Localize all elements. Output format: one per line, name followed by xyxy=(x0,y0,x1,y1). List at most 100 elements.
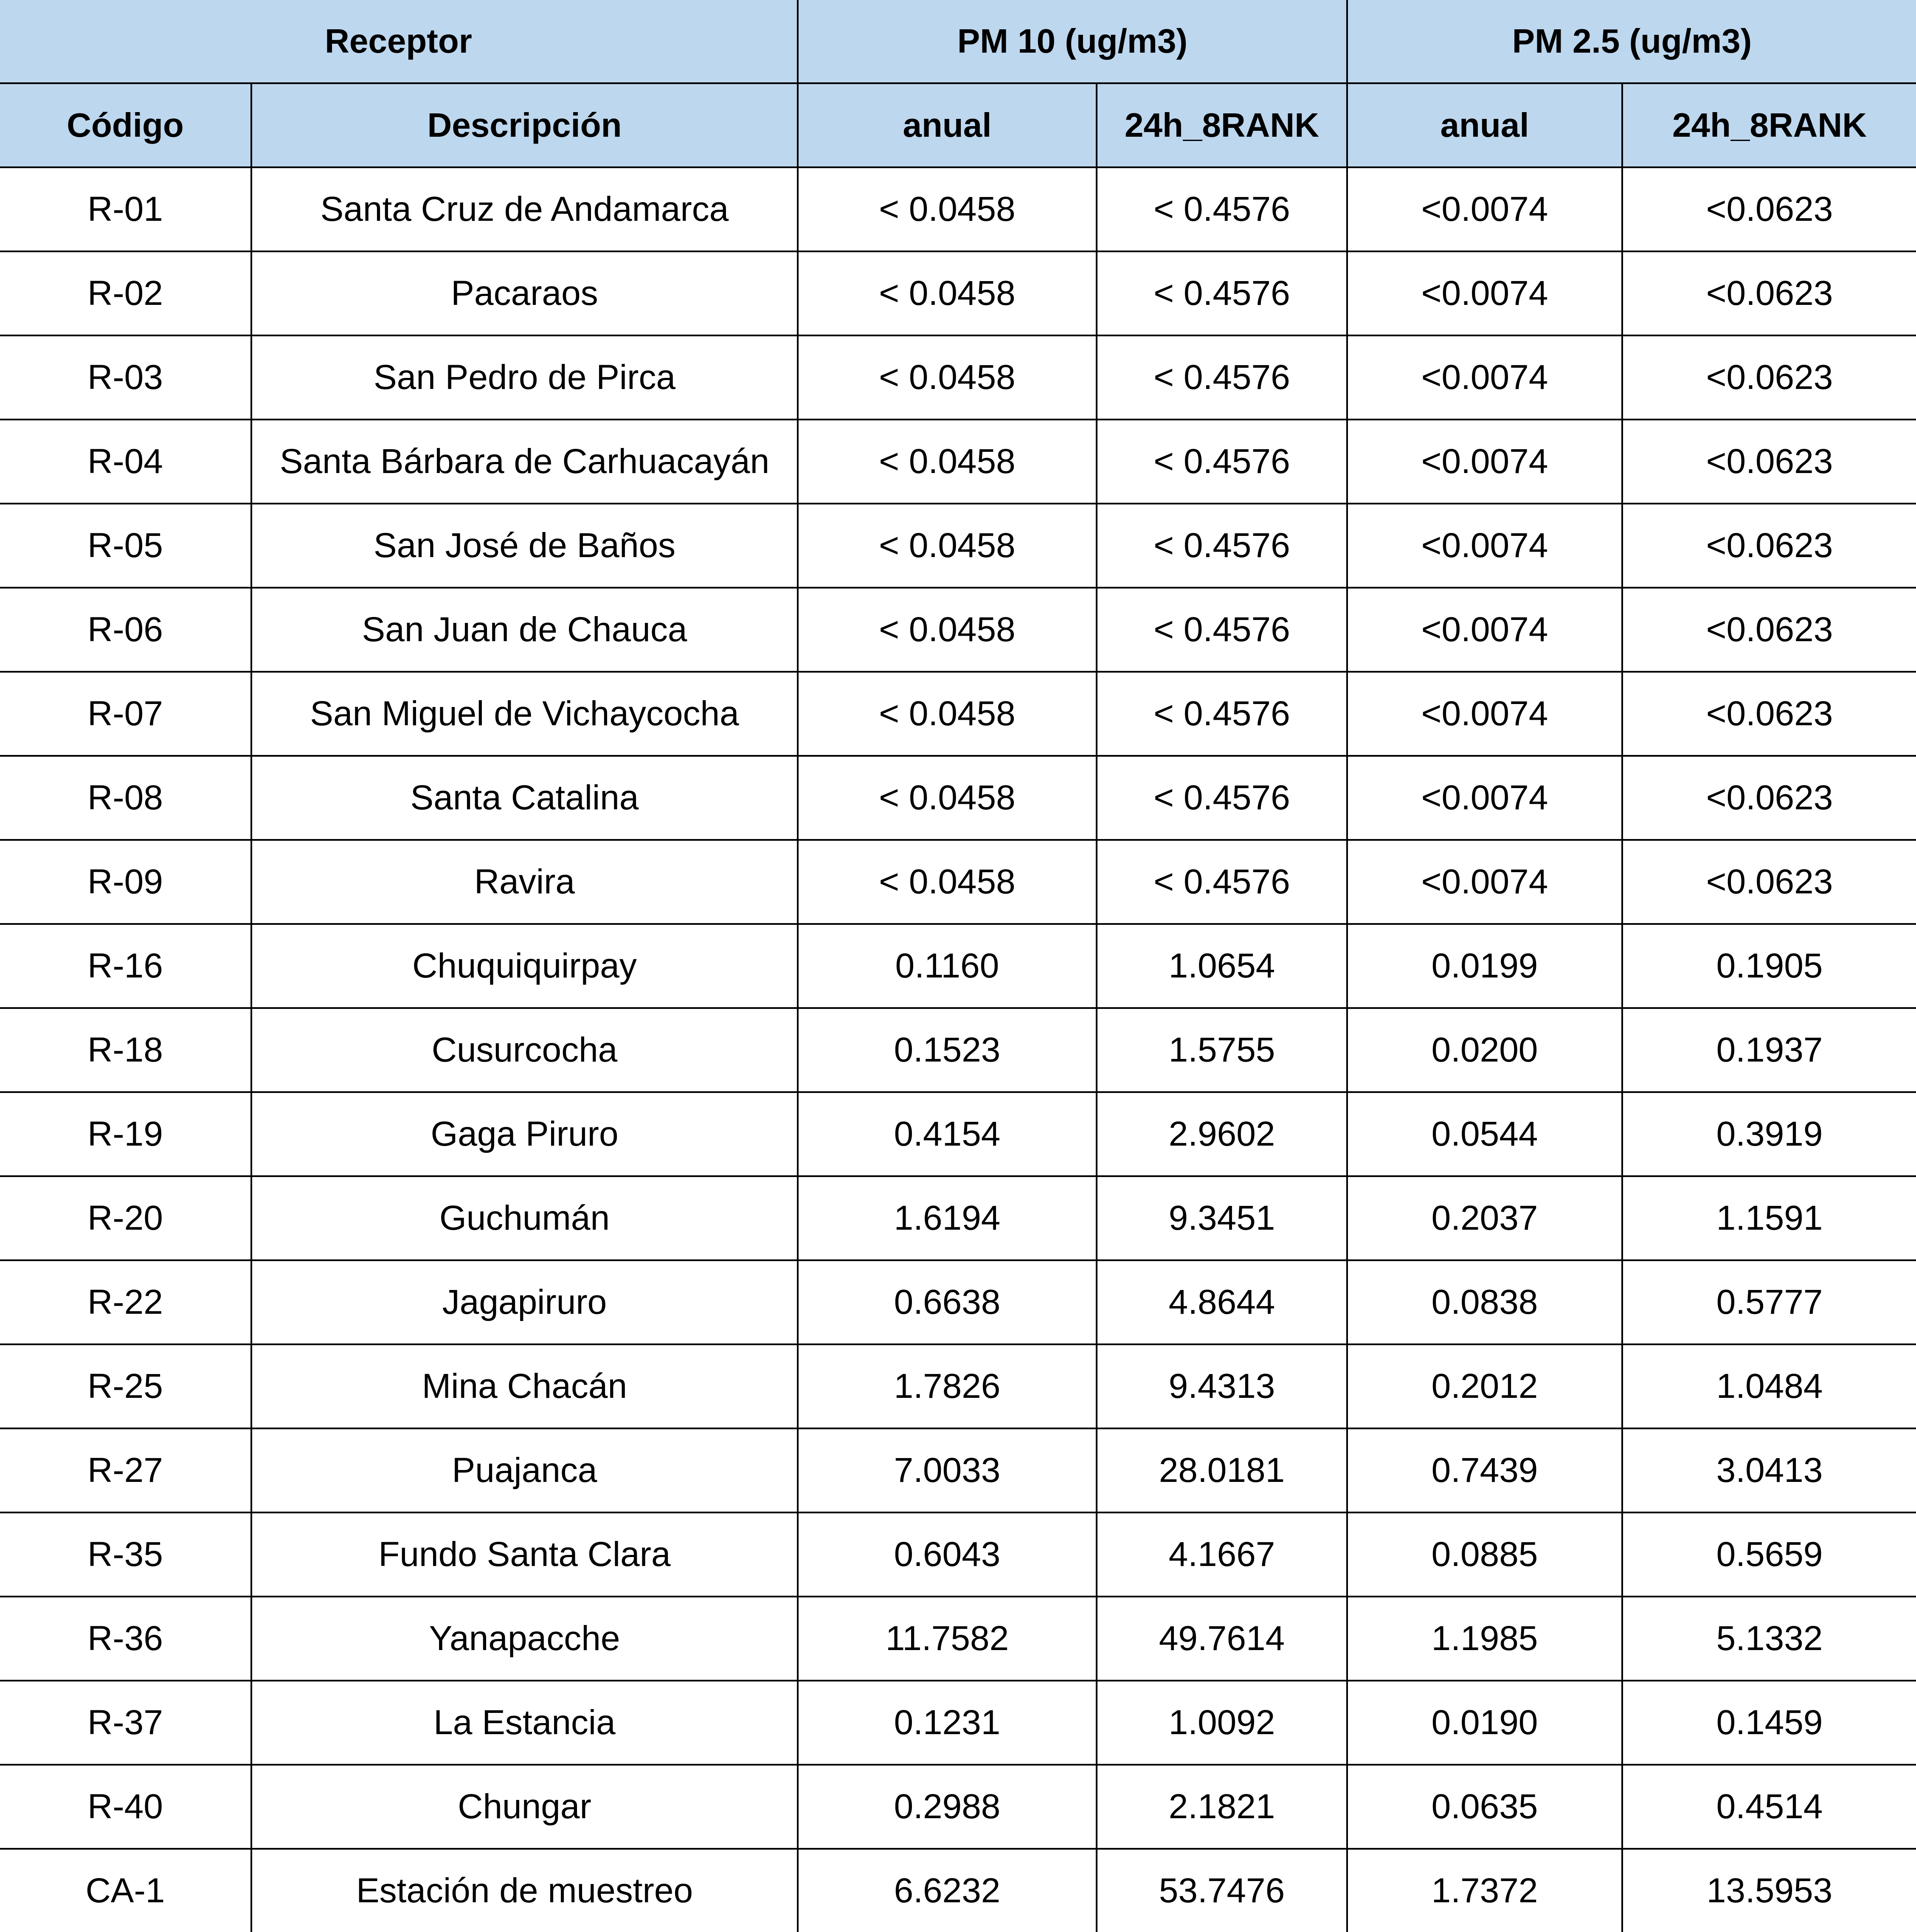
cell-pm10-24h: 9.3451 xyxy=(1096,1175,1348,1261)
cell-descripcion: Santa Bárbara de Carhuacayán xyxy=(250,419,799,504)
header-pm10-anual: anual xyxy=(797,82,1098,168)
table-row: R-27 Puajanca 7.0033 28.0181 0.7439 3.0413 xyxy=(0,1428,1916,1513)
cell-codigo: R-16 xyxy=(0,923,252,1009)
cell-pm25-24h: <0.0623 xyxy=(1621,251,1916,336)
cell-codigo: R-22 xyxy=(0,1259,252,1345)
cell-pm10-24h: < 0.4576 xyxy=(1096,419,1348,504)
cell-pm25-anual: 0.2037 xyxy=(1346,1175,1623,1261)
cell-descripcion: Ravira xyxy=(250,839,799,925)
cell-pm25-anual: 1.7372 xyxy=(1346,1848,1623,1932)
cell-pm10-24h: 28.0181 xyxy=(1096,1428,1348,1513)
cell-codigo: R-37 xyxy=(0,1680,252,1766)
cell-codigo: R-07 xyxy=(0,671,252,757)
cell-pm25-24h: 13.5953 xyxy=(1621,1848,1916,1932)
cell-pm25-anual: 0.0838 xyxy=(1346,1259,1623,1345)
cell-codigo: R-19 xyxy=(0,1091,252,1177)
cell-pm25-anual: 0.7439 xyxy=(1346,1428,1623,1513)
cell-codigo: R-25 xyxy=(0,1343,252,1429)
cell-codigo: CA-1 xyxy=(0,1848,252,1932)
cell-pm25-24h: 1.1591 xyxy=(1621,1175,1916,1261)
cell-codigo: R-36 xyxy=(0,1596,252,1681)
cell-pm25-anual: <0.0074 xyxy=(1346,503,1623,589)
cell-descripcion: Cusurcocha xyxy=(250,1007,799,1093)
cell-pm25-24h: 0.5659 xyxy=(1621,1512,1916,1597)
table-row: CA-1 Estación de muestreo 6.6232 53.7476 1.7… xyxy=(0,1848,1916,1932)
cell-pm25-anual: <0.0074 xyxy=(1346,166,1623,252)
header-column-row: Código Descripción anual 24h_8RANK anual… xyxy=(0,82,1916,168)
cell-pm10-anual: < 0.0458 xyxy=(797,251,1098,336)
cell-pm25-24h: <0.0623 xyxy=(1621,335,1916,420)
cell-pm25-24h: <0.0623 xyxy=(1621,755,1916,841)
cell-descripcion: Puajanca xyxy=(250,1428,799,1513)
header-codigo: Código xyxy=(0,82,252,168)
table-row: R-22 Jagapiruro 0.6638 4.8644 0.0838 0.5777 xyxy=(0,1259,1916,1345)
cell-pm25-anual: 0.2012 xyxy=(1346,1343,1623,1429)
cell-pm25-24h: 5.1332 xyxy=(1621,1596,1916,1681)
cell-pm25-anual: 1.1985 xyxy=(1346,1596,1623,1681)
cell-pm25-anual: <0.0074 xyxy=(1346,251,1623,336)
cell-pm10-24h: 2.1821 xyxy=(1096,1764,1348,1850)
cell-codigo: R-02 xyxy=(0,251,252,336)
cell-pm10-anual: 6.6232 xyxy=(797,1848,1098,1932)
cell-codigo: R-27 xyxy=(0,1428,252,1513)
cell-pm10-24h: 2.9602 xyxy=(1096,1091,1348,1177)
table-row: R-08 Santa Catalina < 0.0458 < 0.4576 <0.007… xyxy=(0,755,1916,841)
cell-pm10-anual: 0.1160 xyxy=(797,923,1098,1009)
table-row: R-04 Santa Bárbara de Carhuacayán < 0.0458… xyxy=(0,419,1916,504)
table-row: R-09 Ravira < 0.0458 < 0.4576 <0.0074 <0.0623 xyxy=(0,839,1916,925)
cell-descripcion: San Juan de Chauca xyxy=(250,587,799,673)
cell-pm10-24h: < 0.4576 xyxy=(1096,335,1348,420)
cell-pm10-24h: < 0.4576 xyxy=(1096,251,1348,336)
table-header: Receptor PM 10 (ug/m3) PM 2.5 (ug/m3) Có… xyxy=(0,0,1916,168)
header-pm25-24h: 24h_8RANK xyxy=(1621,82,1916,168)
cell-pm25-anual: <0.0074 xyxy=(1346,755,1623,841)
cell-pm10-24h: < 0.4576 xyxy=(1096,587,1348,673)
cell-pm10-anual: < 0.0458 xyxy=(797,419,1098,504)
cell-pm10-anual: 0.1523 xyxy=(797,1007,1098,1093)
table-row: R-05 San José de Baños < 0.0458 < 0.4576 <0.… xyxy=(0,503,1916,589)
cell-pm10-anual: 11.7582 xyxy=(797,1596,1098,1681)
cell-codigo: R-09 xyxy=(0,839,252,925)
cell-descripcion: Fundo Santa Clara xyxy=(250,1512,799,1597)
cell-codigo: R-40 xyxy=(0,1764,252,1850)
cell-pm10-anual: 0.2988 xyxy=(797,1764,1098,1850)
cell-pm25-24h: 0.4514 xyxy=(1621,1764,1916,1850)
cell-pm25-24h: 0.1937 xyxy=(1621,1007,1916,1093)
cell-pm10-24h: 9.4313 xyxy=(1096,1343,1348,1429)
header-descripcion: Descripción xyxy=(250,82,799,168)
header-group-receptor: Receptor xyxy=(0,0,799,84)
cell-pm10-24h: 4.8644 xyxy=(1096,1259,1348,1345)
cell-pm10-24h: 1.5755 xyxy=(1096,1007,1348,1093)
cell-pm25-anual: <0.0074 xyxy=(1346,839,1623,925)
cell-descripcion: San José de Baños xyxy=(250,503,799,589)
cell-pm10-anual: 0.6043 xyxy=(797,1512,1098,1597)
cell-descripcion: Mina Chacán xyxy=(250,1343,799,1429)
cell-pm25-anual: 0.0544 xyxy=(1346,1091,1623,1177)
cell-pm25-anual: <0.0074 xyxy=(1346,671,1623,757)
cell-codigo: R-01 xyxy=(0,166,252,252)
table-row: R-18 Cusurcocha 0.1523 1.5755 0.0200 0.1937 xyxy=(0,1007,1916,1093)
cell-pm10-24h: < 0.4576 xyxy=(1096,839,1348,925)
cell-pm25-24h: <0.0623 xyxy=(1621,166,1916,252)
cell-pm10-anual: < 0.0458 xyxy=(797,166,1098,252)
cell-descripcion: Yanapacche xyxy=(250,1596,799,1681)
header-group-pm10: PM 10 (ug/m3) xyxy=(797,0,1348,84)
cell-pm10-24h: 53.7476 xyxy=(1096,1848,1348,1932)
cell-pm10-24h: < 0.4576 xyxy=(1096,503,1348,589)
cell-descripcion: Chuquiquirpay xyxy=(250,923,799,1009)
header-pm25-anual: anual xyxy=(1346,82,1623,168)
cell-pm10-24h: 1.0654 xyxy=(1096,923,1348,1009)
cell-pm25-24h: 0.3919 xyxy=(1621,1091,1916,1177)
cell-pm25-anual: 0.0885 xyxy=(1346,1512,1623,1597)
cell-pm25-24h: <0.0623 xyxy=(1621,587,1916,673)
table-row: R-03 San Pedro de Pirca < 0.0458 < 0.4576 <0… xyxy=(0,335,1916,420)
cell-pm10-anual: < 0.0458 xyxy=(797,503,1098,589)
cell-descripcion: Chungar xyxy=(250,1764,799,1850)
cell-pm25-24h: 0.1459 xyxy=(1621,1680,1916,1766)
cell-pm25-anual: <0.0074 xyxy=(1346,419,1623,504)
table-row: R-25 Mina Chacán 1.7826 9.4313 0.2012 1.0484 xyxy=(0,1343,1916,1429)
cell-pm10-anual: < 0.0458 xyxy=(797,755,1098,841)
cell-descripcion: Guchumán xyxy=(250,1175,799,1261)
